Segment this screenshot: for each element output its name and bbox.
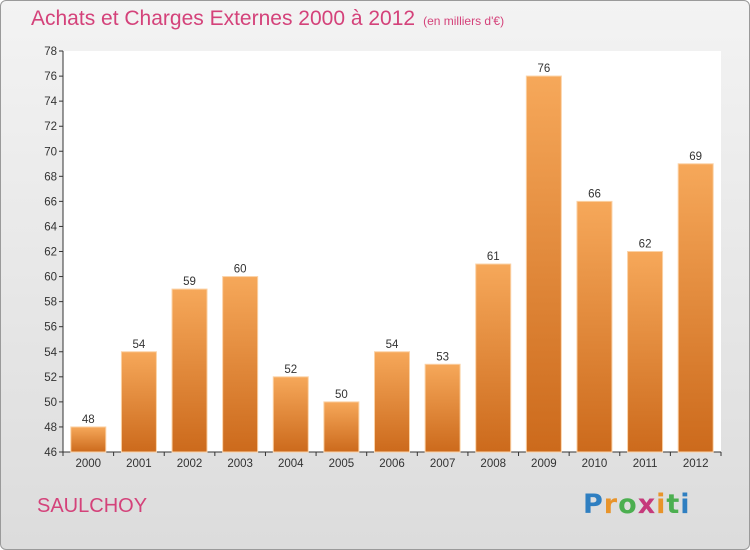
- y-tick-label: 70: [44, 146, 57, 158]
- data-label: 60: [234, 264, 247, 276]
- logo-letter: i: [680, 489, 691, 520]
- bar: [525, 75, 562, 453]
- x-tick-label: 2011: [633, 458, 658, 470]
- data-label: 66: [588, 188, 601, 200]
- logo-letter: o: [618, 489, 638, 520]
- data-label: 61: [487, 251, 500, 263]
- proxiti-logo: Proxiti: [583, 489, 691, 520]
- x-tick-label: 2012: [683, 458, 709, 470]
- y-tick-label: 68: [44, 171, 57, 183]
- y-tick-label: 56: [44, 322, 57, 334]
- y-tick-label: 46: [44, 447, 57, 459]
- x-tick-label: 2008: [480, 458, 506, 470]
- data-label: 62: [639, 239, 652, 251]
- y-tick-label: 74: [44, 96, 57, 108]
- town-name: SAULCHOY: [37, 495, 148, 517]
- y-tick-label: 66: [44, 196, 57, 208]
- y-tick-label: 64: [44, 221, 57, 233]
- bar: [424, 363, 461, 453]
- x-tick-label: 2001: [126, 458, 152, 470]
- y-tick-label: 60: [44, 272, 57, 284]
- y-tick-label: 62: [44, 247, 57, 259]
- x-tick-label: 2004: [278, 458, 304, 470]
- bar: [627, 251, 664, 453]
- bar: [70, 426, 107, 453]
- logo-letter: t: [666, 489, 681, 520]
- x-tick-label: 2003: [227, 458, 253, 470]
- y-tick-label: 78: [44, 46, 57, 58]
- y-tick-label: 48: [44, 422, 57, 434]
- y-tick-label: 52: [44, 372, 57, 384]
- x-tick-label: 2007: [430, 458, 456, 470]
- x-tick-label: 2006: [379, 458, 405, 470]
- bar: [374, 351, 410, 453]
- logo-letter: P: [583, 489, 604, 520]
- data-label: 69: [689, 151, 702, 163]
- x-tick-label: 2005: [329, 458, 355, 470]
- y-tick-label: 76: [44, 71, 57, 83]
- data-label: 48: [82, 414, 95, 426]
- data-label: 54: [133, 339, 146, 351]
- chart-title: Achats et Charges Externes 2000 à 2012 (e…: [31, 7, 504, 31]
- data-label: 53: [436, 351, 449, 363]
- logo-letter: i: [656, 489, 667, 520]
- x-tick-label: 2000: [76, 458, 102, 470]
- bar: [576, 200, 613, 453]
- bar: [171, 288, 208, 453]
- logo-letter: x: [637, 489, 657, 520]
- y-tick-label: 72: [44, 121, 57, 133]
- data-label: 76: [537, 63, 550, 75]
- bar: [475, 263, 512, 453]
- logo-letter: r: [603, 489, 619, 520]
- chart-title-text: Achats et Charges Externes 2000 à 2012: [31, 7, 416, 30]
- data-label: 52: [284, 364, 297, 376]
- bar: [120, 351, 157, 453]
- bar: [272, 376, 309, 453]
- data-label: 59: [183, 276, 196, 288]
- y-tick-label: 50: [44, 397, 57, 409]
- bar: [677, 163, 714, 453]
- y-tick-label: 54: [44, 347, 57, 359]
- chart-subtitle: (en milliers d'€): [423, 14, 505, 28]
- bar: [222, 276, 259, 453]
- data-label: 54: [386, 339, 399, 351]
- data-label: 50: [335, 389, 348, 401]
- y-tick-label: 58: [44, 297, 57, 309]
- bar: [323, 401, 360, 453]
- x-tick-label: 2002: [177, 458, 203, 470]
- x-tick-label: 2009: [531, 458, 557, 470]
- x-tick-label: 2010: [582, 458, 608, 470]
